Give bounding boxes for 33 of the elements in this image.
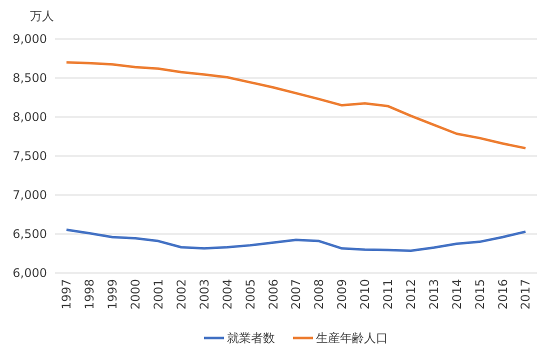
x-tick-label: 2012 [404,279,418,310]
x-tick-label: 2000 [128,279,143,310]
x-tick-label: 1997 [60,279,74,310]
legend-label: 生産年齢人口 [316,331,388,346]
x-tick-label: 1999 [106,279,120,310]
y-tick-label: 7,500 [12,148,47,163]
x-tick-label: 2016 [496,279,510,310]
x-tick-label: 2013 [426,279,441,310]
x-tick-label: 2015 [472,279,487,310]
x-tick-label: 2014 [450,279,464,310]
y-tick-label: 9,000 [12,32,47,46]
y-tick-label: 8,000 [12,110,47,124]
x-tick-label: 2010 [358,279,372,310]
y-tick-label: 6,000 [12,266,47,280]
x-tick-label: 2009 [335,279,350,310]
x-tick-label: 2006 [266,279,280,310]
x-tick-label: 2003 [197,279,212,310]
x-tick-label: 1998 [82,279,97,310]
y-tick-label: 6,500 [12,226,47,241]
x-tick-label: 2005 [243,279,258,310]
x-tick-label: 2011 [381,279,396,310]
x-tick-label: 2008 [312,279,326,310]
line-series [65,228,527,252]
y-axis-title: 万人 [30,9,54,23]
line-series [65,61,527,150]
legend-label: 就業者数 [227,331,275,346]
x-tick-label: 2017 [518,279,533,310]
y-tick-label: 8,500 [12,70,47,85]
x-tick-label: 2004 [220,279,234,310]
y-tick-label: 7,000 [12,188,47,202]
x-tick-label: 2002 [174,279,188,310]
x-tick-label: 2007 [289,279,304,310]
x-tick-label: 2001 [151,279,166,310]
